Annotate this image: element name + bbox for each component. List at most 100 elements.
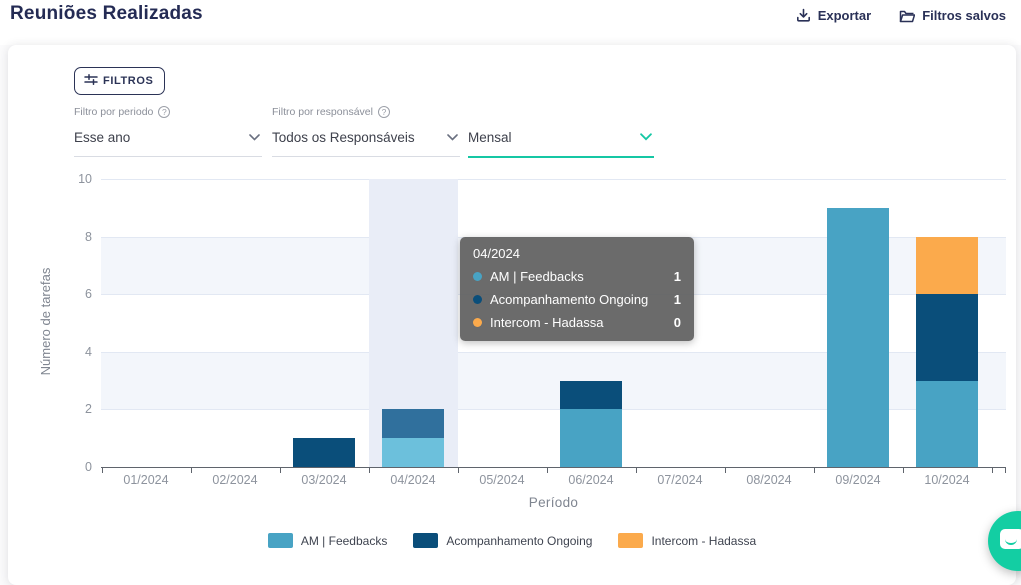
filter-granularity: Mensal [468, 119, 654, 158]
folder-icon [899, 9, 916, 23]
x-tick-label: 07/2024 [657, 473, 703, 487]
saved-filters-button[interactable]: Filtros salvos [899, 8, 1006, 23]
chart-column[interactable] [368, 179, 458, 467]
granularity-select-value: Mensal [468, 129, 512, 145]
chart-legend: AM | Feedbacks Acompanhamento Ongoing Inte… [8, 533, 1016, 548]
tooltip-row: Acompanhamento Ongoing 1 [473, 292, 681, 307]
chart-column[interactable] [191, 179, 280, 467]
tune-icon [84, 73, 98, 89]
bar-segment[interactable] [560, 380, 622, 410]
y-tick-label: 10 [78, 172, 92, 186]
chart-column[interactable] [903, 179, 992, 467]
chevron-down-icon [249, 128, 260, 146]
x-axis-line [101, 467, 1006, 468]
chart-column[interactable] [814, 179, 903, 467]
gridline [101, 351, 1006, 353]
x-tick-label: 01/2024 [123, 473, 169, 487]
chevron-down-icon [447, 128, 458, 146]
chat-bubble-icon [1000, 529, 1021, 549]
responsible-select-value: Todos os Responsáveis [272, 129, 415, 145]
period-select[interactable]: Esse ano [74, 119, 262, 157]
tooltip-series-label: Acompanhamento Ongoing [490, 292, 649, 307]
x-tick-label: 02/2024 [212, 473, 258, 487]
legend-label: Acompanhamento Ongoing [446, 533, 593, 548]
gridline [101, 409, 1006, 411]
page-header: Reuniões Realizadas Exportar Filtros sal… [0, 0, 1021, 45]
filter-responsible: Filtro por responsável ? Todos os Respon… [272, 105, 460, 157]
tooltip-series-label: Intercom - Hadassa [490, 315, 604, 330]
tooltip-row: AM | Feedbacks 1 [473, 269, 681, 284]
chart-column[interactable] [280, 179, 369, 467]
help-icon[interactable]: ? [377, 106, 390, 118]
legend-label: AM | Feedbacks [300, 533, 388, 548]
series-dot-icon [473, 318, 482, 327]
series-dot-icon [473, 295, 482, 304]
chart-columns [102, 179, 992, 467]
x-tick-label: 10/2024 [924, 473, 970, 487]
bar-segment[interactable] [916, 380, 978, 467]
x-axis-title: Período [528, 495, 579, 510]
x-tick-label: 04/2024 [390, 473, 436, 487]
help-icon[interactable]: ? [158, 106, 171, 118]
bar-segment[interactable] [827, 207, 889, 467]
tooltip-series-value: 0 [673, 315, 681, 330]
x-axis-tick [546, 468, 548, 473]
filter-period: Filtro por periodo ? Esse ano [74, 105, 262, 157]
x-tick-label: 05/2024 [479, 473, 525, 487]
chart-card: FILTROS Filtro por periodo ? Esse ano Fi… [8, 45, 1016, 585]
y-tick-label: 4 [85, 344, 92, 359]
tooltip-series-value: 1 [673, 269, 681, 284]
x-axis-tick [279, 468, 281, 473]
download-icon [796, 8, 811, 23]
x-axis-tick [101, 468, 103, 473]
gridline [101, 179, 1006, 180]
export-button[interactable]: Exportar [796, 8, 871, 23]
chevron-down-icon [640, 128, 652, 146]
y-axis-title: Número de tarefas [38, 267, 53, 376]
x-tick-label: 09/2024 [835, 473, 881, 487]
bar-segment[interactable] [916, 236, 978, 295]
filters-button-label: FILTROS [103, 75, 154, 87]
filter-period-label: Filtro por periodo [74, 106, 154, 118]
chart-column[interactable] [102, 179, 191, 467]
x-axis-tick [457, 468, 459, 473]
tooltip-series-value: 1 [673, 292, 681, 307]
chart-column[interactable] [547, 179, 636, 467]
x-axis-tick [991, 468, 993, 473]
x-tick-label: 08/2024 [746, 473, 792, 487]
header-actions: Exportar Filtros salvos [796, 8, 1006, 23]
export-label: Exportar [817, 8, 872, 23]
x-axis-tick [813, 468, 815, 473]
tooltip-row: Intercom - Hadassa 0 [473, 315, 681, 330]
y-tick-label: 2 [85, 402, 92, 417]
legend-swatch [618, 533, 644, 548]
y-tick-label: 8 [85, 229, 92, 244]
legend-item[interactable]: Acompanhamento Ongoing [413, 533, 592, 548]
legend-item[interactable]: Intercom - Hadassa [618, 533, 756, 548]
filter-responsible-label: Filtro por responsável [272, 106, 373, 118]
chart-tooltip: 04/2024 AM | Feedbacks 1 Acompanhamento On… [460, 237, 694, 341]
granularity-select[interactable]: Mensal [468, 119, 654, 158]
legend-swatch [413, 533, 439, 548]
chart-column[interactable] [725, 179, 814, 467]
x-axis-tick [724, 468, 726, 473]
x-axis-tick [190, 468, 192, 473]
legend-swatch [267, 533, 293, 548]
bar-segment[interactable] [382, 438, 444, 467]
bar-segment[interactable] [916, 294, 978, 381]
x-axis-tick [368, 468, 370, 473]
bar-segment[interactable] [560, 409, 622, 467]
x-axis-tick [1005, 468, 1006, 473]
bar-segment[interactable] [293, 438, 355, 467]
legend-item[interactable]: AM | Feedbacks [267, 533, 388, 548]
filters-button[interactable]: FILTROS [74, 67, 166, 95]
y-tick-label: 6 [85, 287, 92, 302]
tooltip-title: 04/2024 [473, 246, 520, 261]
bar-segment[interactable] [382, 409, 444, 439]
x-axis-tick [635, 468, 637, 473]
responsible-select[interactable]: Todos os Responsáveis [272, 119, 460, 157]
y-tick-label: 0 [85, 460, 92, 474]
series-dot-icon [473, 272, 482, 281]
period-select-value: Esse ano [74, 129, 131, 145]
x-tick-label: 03/2024 [301, 473, 347, 487]
